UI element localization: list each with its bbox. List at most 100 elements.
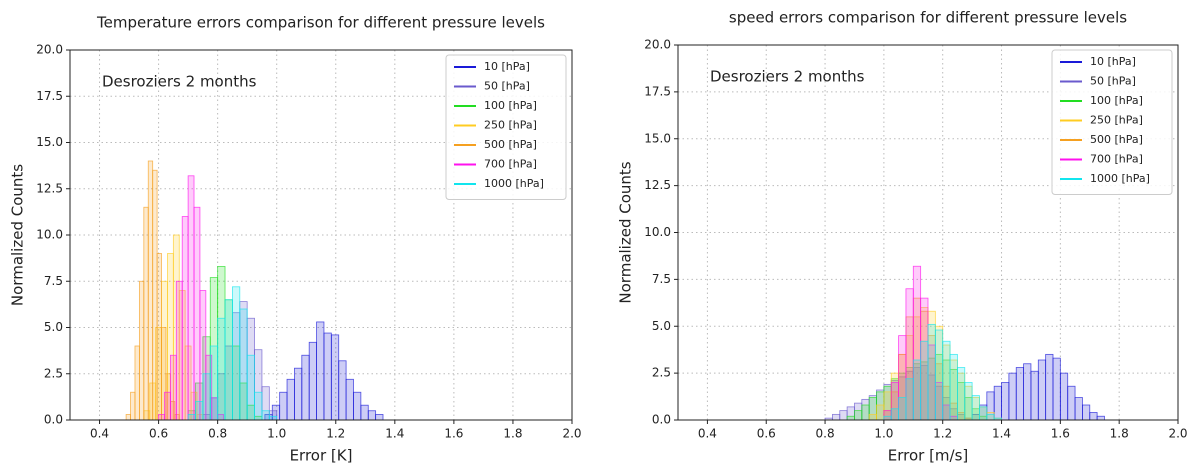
x-tick-label: 0.8 bbox=[208, 427, 227, 441]
legend-label: 500 [hPa] bbox=[1090, 133, 1143, 146]
histogram-bar bbox=[1001, 382, 1010, 421]
histogram-bar bbox=[209, 345, 219, 421]
histogram-bar bbox=[1008, 372, 1017, 421]
histogram-bar bbox=[964, 382, 973, 421]
histogram-bar bbox=[353, 391, 362, 421]
y-tick-label: 7.5 bbox=[44, 274, 63, 288]
annotation: Desroziers 2 months bbox=[102, 73, 257, 91]
histogram-bar bbox=[905, 378, 914, 421]
legend-label: 500 [hPa] bbox=[484, 138, 537, 151]
histogram-bar bbox=[1096, 415, 1105, 421]
x-tick-label: 1.6 bbox=[444, 427, 463, 441]
histogram-bar bbox=[175, 280, 183, 421]
legend-box bbox=[445, 54, 567, 200]
histogram-bar bbox=[181, 216, 189, 421]
y-tick-label: 15.0 bbox=[36, 135, 63, 149]
histogram-bar bbox=[986, 413, 995, 421]
histogram-bar bbox=[202, 373, 211, 421]
y-axis-label: Normalized Counts bbox=[9, 164, 27, 306]
y-tick-label: 7.5 bbox=[652, 272, 671, 286]
x-tick-label: 0.4 bbox=[698, 427, 717, 441]
x-tick-label: 1.8 bbox=[1110, 427, 1129, 441]
y-tick-label: 12.5 bbox=[36, 181, 63, 195]
x-tick-label: 2.0 bbox=[1168, 427, 1187, 441]
y-tick-label: 10.0 bbox=[36, 228, 63, 242]
histogram-bar bbox=[942, 340, 951, 421]
legend-label: 1000 [hPa] bbox=[484, 177, 544, 190]
legend-label: 700 [hPa] bbox=[1090, 153, 1143, 166]
histogram-bar bbox=[187, 414, 196, 421]
histogram-bar bbox=[846, 415, 855, 421]
histogram-bar bbox=[839, 410, 848, 421]
histogram-bar bbox=[246, 354, 255, 421]
y-tick-label: 0.0 bbox=[44, 413, 63, 427]
histogram-bar bbox=[217, 317, 226, 421]
histogram-bar bbox=[125, 414, 131, 421]
histogram-bar bbox=[130, 391, 136, 421]
x-tick-label: 1.4 bbox=[385, 427, 404, 441]
histogram-bar bbox=[1037, 359, 1047, 421]
histogram-bar bbox=[254, 391, 263, 421]
histogram-bar bbox=[345, 378, 354, 421]
histogram-bar bbox=[301, 354, 310, 421]
histogram-bar bbox=[832, 413, 841, 421]
histogram-bar bbox=[1045, 353, 1054, 421]
histogram-bar bbox=[890, 408, 899, 421]
histogram-bar bbox=[156, 253, 162, 421]
x-axis-label: Error [m/s] bbox=[888, 447, 969, 465]
y-tick-label: 0.0 bbox=[652, 413, 671, 427]
legend-label: 250 [hPa] bbox=[484, 119, 537, 132]
histogram-bar bbox=[134, 345, 140, 421]
histogram-bar bbox=[949, 353, 958, 421]
histogram-bar bbox=[927, 323, 936, 421]
histogram-bar bbox=[138, 280, 145, 421]
legend-label: 700 [hPa] bbox=[484, 158, 537, 171]
annotation: Desroziers 2 months bbox=[710, 68, 865, 86]
histogram-bar bbox=[360, 404, 369, 421]
histogram-bar bbox=[1052, 357, 1061, 421]
histogram-bar bbox=[268, 415, 278, 421]
x-tick-label: 0.4 bbox=[90, 427, 109, 441]
y-tick-label: 2.5 bbox=[652, 366, 671, 380]
x-tick-label: 1.6 bbox=[1051, 427, 1070, 441]
legend-label: 50 [hPa] bbox=[484, 80, 530, 93]
histogram-bar bbox=[993, 385, 1002, 421]
y-tick-label: 17.5 bbox=[36, 89, 63, 103]
x-tick-label: 0.6 bbox=[149, 427, 168, 441]
y-tick-label: 12.5 bbox=[644, 178, 671, 192]
histogram-bar bbox=[1067, 385, 1076, 421]
histogram-bar bbox=[367, 410, 377, 421]
x-tick-label: 1.0 bbox=[874, 427, 893, 441]
histogram-bar bbox=[854, 410, 863, 421]
legend-label: 100 [hPa] bbox=[484, 99, 537, 112]
chart-panel: 0.0 2.5 5.0 7.5 10.0 12.5 15.0 17.5 20.0 0.4 0.6 0.… bbox=[617, 9, 1188, 465]
histogram-bar bbox=[876, 404, 885, 421]
x-tick-label: 1.0 bbox=[267, 427, 286, 441]
chart-title: speed errors comparison for different pr… bbox=[729, 9, 1127, 27]
chart-title: Temperature errors comparison for differ… bbox=[96, 14, 545, 32]
chart-panel: 0.0 2.5 5.0 7.5 10.0 12.5 15.0 17.5 20.0 0.4 0.6 0.… bbox=[9, 14, 582, 465]
histogram-bar bbox=[979, 406, 988, 421]
legend-label: 1000 [hPa] bbox=[1090, 172, 1150, 185]
x-tick-label: 1.2 bbox=[326, 427, 345, 441]
histogram-bar bbox=[193, 206, 201, 421]
histogram-bar bbox=[1074, 397, 1083, 421]
histogram-bar bbox=[861, 404, 870, 421]
histogram-bar bbox=[920, 340, 929, 421]
legend-label: 100 [hPa] bbox=[1090, 94, 1143, 107]
histogram-bar bbox=[883, 415, 892, 421]
histogram-bar bbox=[1089, 412, 1098, 421]
histogram-bar bbox=[323, 332, 332, 421]
histogram-bar bbox=[286, 378, 295, 421]
histogram-bar bbox=[934, 329, 944, 421]
y-tick-label: 5.0 bbox=[44, 320, 63, 334]
histogram-bar bbox=[152, 169, 158, 421]
y-tick-label: 5.0 bbox=[652, 319, 671, 333]
histogram-bar bbox=[169, 354, 177, 421]
histogram-bar bbox=[232, 286, 241, 421]
histogram-bar bbox=[330, 334, 340, 421]
histogram-bar bbox=[971, 395, 980, 421]
x-tick-label: 1.2 bbox=[933, 427, 952, 441]
histogram-bar bbox=[338, 360, 347, 421]
